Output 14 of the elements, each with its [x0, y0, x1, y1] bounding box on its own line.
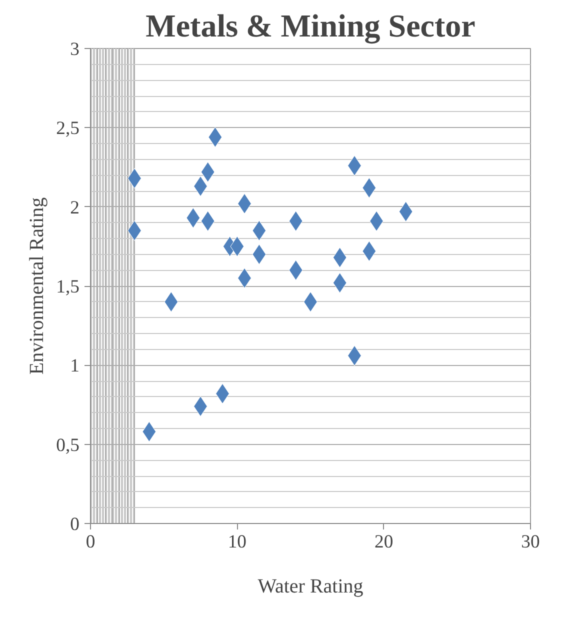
y-tick-label: 3 [70, 39, 80, 60]
x-tick-label: 0 [86, 532, 96, 552]
y-tick-label: 0,5 [56, 434, 80, 456]
chart-title: Metals & Mining Sector [146, 8, 476, 44]
x-tick-label: 20 [374, 532, 394, 552]
y-tick-label: 0 [70, 514, 80, 535]
x-tick-label: 10 [228, 532, 246, 552]
y-tick-label: 2 [70, 197, 80, 218]
y-axis-title: Environmental Rating [26, 197, 48, 375]
y-tick-label: 2,5 [56, 118, 80, 140]
x-tick-label: 30 [521, 532, 540, 552]
y-tick-label: 1,5 [56, 276, 80, 298]
y-tick-label: 1 [70, 356, 80, 377]
x-axis-title: Water Rating [258, 576, 364, 598]
